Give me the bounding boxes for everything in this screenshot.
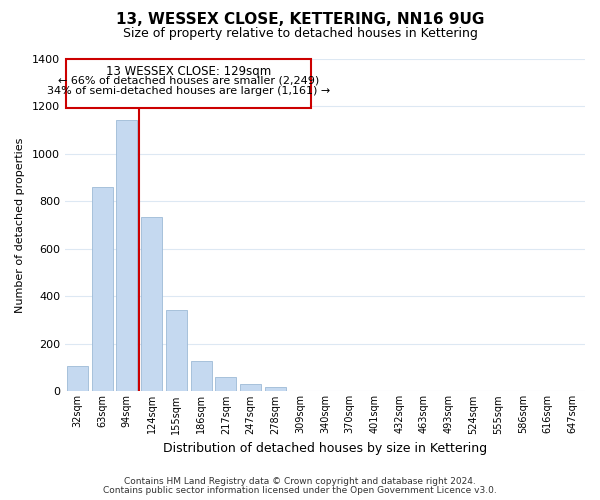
Bar xyxy=(92,186,113,392)
Text: Contains HM Land Registry data © Crown copyright and database right 2024.: Contains HM Land Registry data © Crown c… xyxy=(124,478,476,486)
Bar xyxy=(166,310,187,392)
Text: 13 WESSEX CLOSE: 129sqm: 13 WESSEX CLOSE: 129sqm xyxy=(106,65,271,78)
Bar xyxy=(66,59,311,108)
Text: 34% of semi-detached houses are larger (1,161) →: 34% of semi-detached houses are larger (… xyxy=(47,86,331,97)
Bar xyxy=(240,384,261,392)
Bar xyxy=(67,366,88,392)
Bar xyxy=(116,120,137,392)
Bar xyxy=(191,360,212,392)
Bar xyxy=(265,387,286,392)
Y-axis label: Number of detached properties: Number of detached properties xyxy=(15,138,25,313)
Bar xyxy=(215,376,236,392)
Bar xyxy=(141,218,162,392)
Text: Contains public sector information licensed under the Open Government Licence v3: Contains public sector information licen… xyxy=(103,486,497,495)
Text: ← 66% of detached houses are smaller (2,249): ← 66% of detached houses are smaller (2,… xyxy=(58,76,319,86)
X-axis label: Distribution of detached houses by size in Kettering: Distribution of detached houses by size … xyxy=(163,442,487,455)
Text: 13, WESSEX CLOSE, KETTERING, NN16 9UG: 13, WESSEX CLOSE, KETTERING, NN16 9UG xyxy=(116,12,484,28)
Text: Size of property relative to detached houses in Kettering: Size of property relative to detached ho… xyxy=(122,28,478,40)
